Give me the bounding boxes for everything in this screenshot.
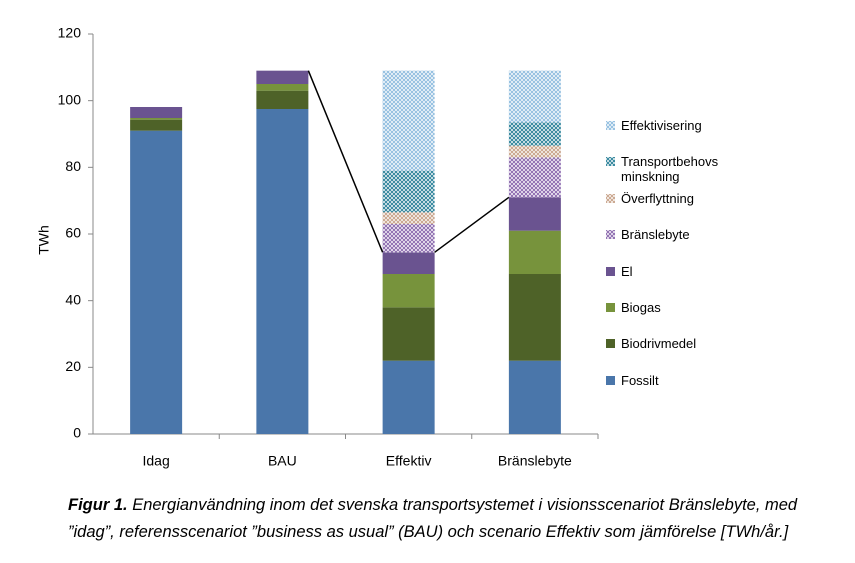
bar-segment	[256, 109, 309, 434]
legend-label: El	[621, 263, 633, 279]
legend-item: Fossilt	[606, 373, 731, 409]
chart: TWh 0 20 40 60 80 100 120 Idag BAU Effektiv Bränsl…	[36, 25, 599, 469]
bar-segment	[508, 145, 561, 158]
legend-swatch	[606, 339, 615, 349]
bar-segment	[382, 70, 435, 171]
bar-segment	[508, 197, 561, 231]
legend-item: El	[606, 264, 731, 300]
bar-segment	[508, 274, 561, 361]
caption-label: Figur 1.	[68, 496, 128, 514]
bar-segment	[382, 224, 435, 253]
bar-segment	[256, 84, 309, 91]
y-tick-label: 60	[65, 225, 81, 241]
legend-label: Biogas	[621, 299, 661, 315]
legend-item: Biodrivmedel	[606, 336, 731, 372]
y-tick-label: 40	[65, 291, 81, 307]
legend-item: Transportbehovs minskning	[606, 154, 731, 190]
legend-label: Effektivisering	[621, 118, 702, 133]
y-tick-label: 20	[65, 358, 81, 374]
y-tick-label: 100	[58, 91, 82, 107]
bar-segment	[508, 122, 561, 146]
legend-swatch	[606, 266, 615, 276]
bar-segment	[382, 170, 435, 213]
legend-item: Bränslebyte	[606, 227, 731, 263]
legend-label: Överflyttning	[621, 190, 694, 206]
legend-item: Biogas	[606, 300, 731, 336]
legend-item: Effektivisering	[606, 118, 731, 154]
legend-label: Biodrivmedel	[621, 336, 697, 352]
bar-segment	[508, 230, 561, 274]
bar-segment	[130, 118, 183, 120]
bar-segment	[508, 157, 561, 198]
bar-segment	[508, 360, 561, 434]
legend-swatch	[606, 375, 615, 385]
legend-item: Överflyttning	[606, 191, 731, 227]
y-tick-label: 0	[73, 425, 81, 441]
legend: Effektivisering Transportbehovs minskning…	[606, 118, 731, 409]
legend-label: Transportbehovs minskning	[621, 154, 719, 185]
legend-swatch	[606, 121, 615, 130]
bar-segment	[130, 130, 183, 434]
legend-swatch	[606, 302, 615, 312]
connector-line	[307, 70, 384, 253]
legend-swatch	[606, 157, 615, 167]
caption-text: Energianvändning inom det svenska transp…	[68, 496, 798, 541]
bar-segment	[382, 274, 435, 308]
y-tick-label: 80	[65, 158, 81, 174]
legend-label: Bränslebyte	[621, 227, 690, 243]
bar-segment	[256, 70, 309, 84]
bar-segment	[382, 360, 435, 434]
caption: Figur 1. Energianvändning inom det svens…	[68, 492, 838, 546]
x-tick-label: Idag	[143, 453, 170, 469]
x-tick-label: BAU	[268, 453, 297, 469]
y-axis-label: TWh	[36, 225, 52, 255]
bar-segment	[382, 307, 435, 361]
bar-segment	[382, 212, 435, 224]
x-tick-label: Effektiv	[386, 453, 432, 469]
legend-swatch	[606, 230, 615, 240]
legend-label: Fossilt	[621, 372, 659, 388]
bar-segment	[130, 119, 183, 131]
bar-segment	[508, 70, 561, 123]
bar-segment	[256, 90, 309, 109]
bar-segment	[382, 252, 435, 274]
x-tick-label: Bränslebyte	[498, 453, 572, 469]
bar-segment	[130, 107, 183, 118]
y-tick-label: 120	[58, 25, 82, 41]
legend-swatch	[606, 193, 615, 203]
connector-line	[434, 196, 510, 253]
